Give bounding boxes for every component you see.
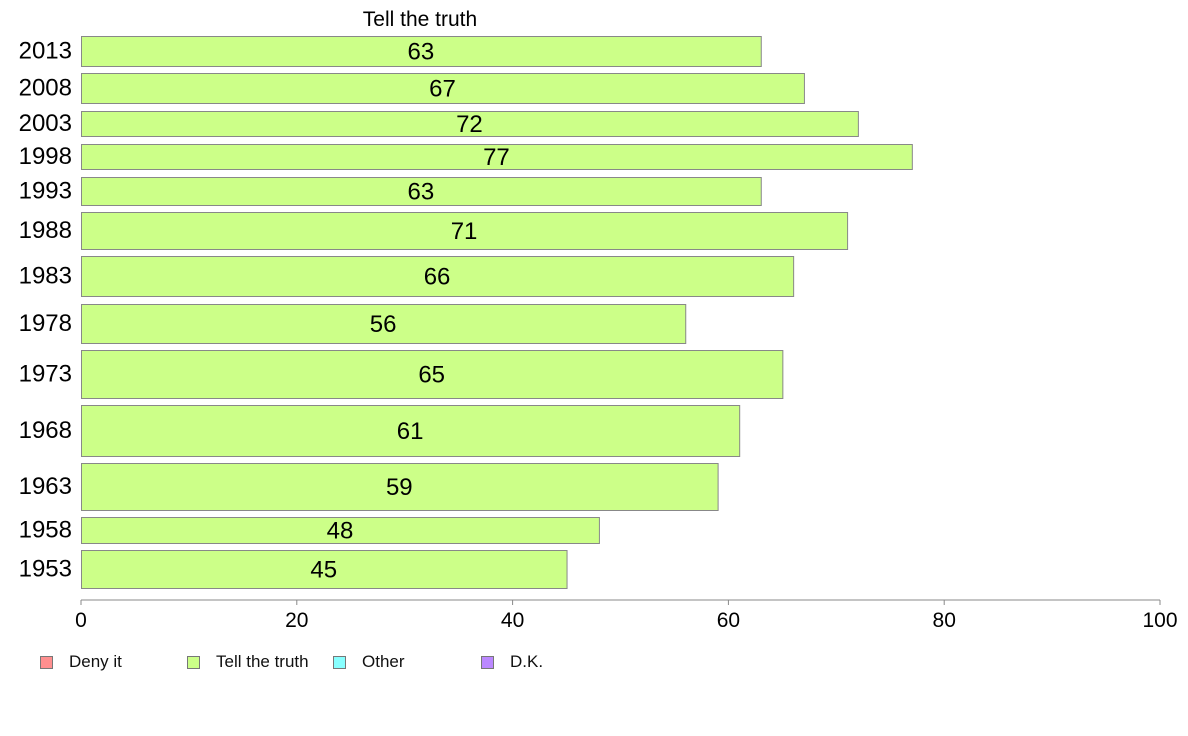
legend-swatch	[333, 655, 346, 669]
bar	[81, 256, 795, 297]
bar	[81, 463, 719, 511]
data-label: 72	[456, 111, 483, 138]
y-tick-label: 1998	[19, 143, 72, 170]
chart-title: Tell the truth	[363, 8, 477, 31]
bar	[81, 550, 568, 589]
x-tick-label: 0	[75, 609, 87, 632]
bar	[81, 405, 741, 457]
data-label: 65	[418, 362, 445, 389]
data-label: 71	[451, 218, 478, 245]
y-tick-label: 2013	[19, 38, 72, 65]
bar	[81, 177, 762, 206]
legend-swatch	[187, 655, 200, 669]
bar	[81, 111, 859, 137]
legend-label: Other	[362, 652, 405, 671]
legend-item: Other	[333, 652, 405, 672]
y-tick-label: 1953	[19, 556, 72, 583]
data-label: 45	[310, 557, 337, 584]
data-label: 77	[483, 144, 510, 171]
legend-swatch	[481, 655, 494, 669]
bar	[81, 304, 687, 344]
bar	[81, 350, 784, 399]
y-tick-label: 2003	[19, 110, 72, 137]
legend-swatch	[40, 655, 53, 669]
legend-label: Tell the truth	[216, 652, 309, 671]
y-tick-label: 1983	[19, 263, 72, 290]
y-tick-label: 1963	[19, 473, 72, 500]
data-label: 63	[408, 179, 435, 206]
legend-item: D.K.	[481, 652, 543, 672]
y-tick-label: 2008	[19, 75, 72, 102]
x-tick-label: 20	[285, 609, 308, 632]
legend-label: D.K.	[510, 652, 544, 671]
data-label: 59	[386, 474, 413, 501]
legend: Deny it Tell the truth Other D.K.	[40, 652, 740, 672]
data-label: 61	[397, 418, 424, 445]
legend-item: Deny it	[40, 652, 122, 672]
bar	[81, 517, 600, 544]
y-tick-label: 1968	[19, 417, 72, 444]
y-tick-label: 1993	[19, 178, 72, 205]
data-label: 66	[424, 264, 451, 291]
bar	[81, 212, 849, 250]
bar	[81, 144, 913, 170]
data-label: 48	[327, 518, 354, 545]
x-tick-label: 100	[1142, 609, 1177, 632]
y-tick-label: 1973	[19, 361, 72, 388]
x-tick-label: 40	[501, 609, 524, 632]
bar	[81, 36, 762, 67]
y-tick-label: 1958	[19, 517, 72, 544]
data-label: 63	[408, 39, 435, 66]
legend-label: Deny it	[69, 652, 122, 671]
data-label: 67	[429, 76, 456, 103]
data-label: 56	[370, 311, 397, 338]
x-tick-label: 80	[933, 609, 956, 632]
x-tick-label: 60	[717, 609, 740, 632]
legend-item: Tell the truth	[187, 652, 309, 672]
bar	[81, 73, 805, 104]
y-tick-label: 1978	[19, 310, 72, 337]
y-tick-label: 1988	[19, 217, 72, 244]
